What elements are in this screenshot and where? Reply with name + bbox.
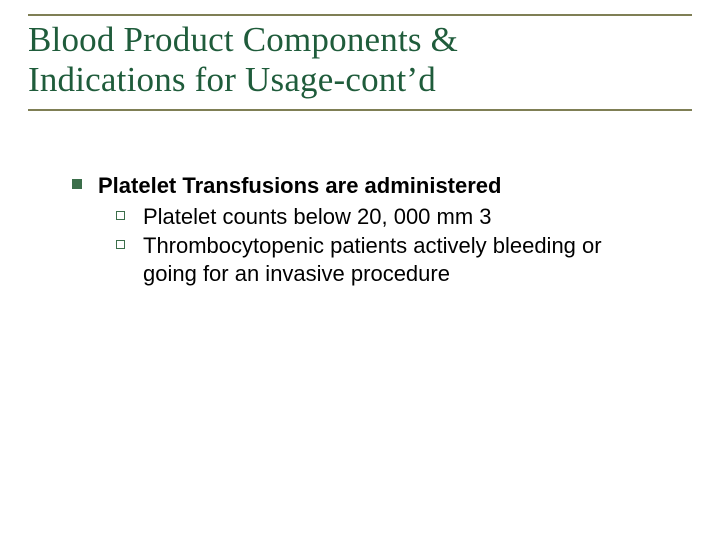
- slide-title: Blood Product Components & Indications f…: [28, 18, 692, 107]
- title-line-2: Indications for Usage-cont’d: [28, 60, 436, 99]
- title-line-1: Blood Product Components &: [28, 20, 458, 59]
- hollow-square-bullet-icon: [116, 240, 125, 249]
- bullet-level2: Thrombocytopenic patients actively bleed…: [116, 232, 660, 287]
- bullet-level1-text: Platelet Transfusions are administered: [98, 172, 501, 200]
- bullet-level2: Platelet counts below 20, 000 mm 3: [116, 203, 660, 231]
- slide-body: Platelet Transfusions are administered P…: [72, 172, 660, 287]
- title-rule-top: [28, 14, 692, 16]
- hollow-square-bullet-icon: [116, 211, 125, 220]
- bullet-level2-text: Platelet counts below 20, 000 mm 3: [143, 203, 492, 231]
- square-bullet-icon: [72, 179, 82, 189]
- bullet-level2-text: Thrombocytopenic patients actively bleed…: [143, 232, 660, 287]
- title-rule-bottom: [28, 109, 692, 111]
- bullet-level1: Platelet Transfusions are administered: [72, 172, 660, 200]
- slide: Blood Product Components & Indications f…: [0, 0, 720, 540]
- slide-title-block: Blood Product Components & Indications f…: [28, 14, 692, 111]
